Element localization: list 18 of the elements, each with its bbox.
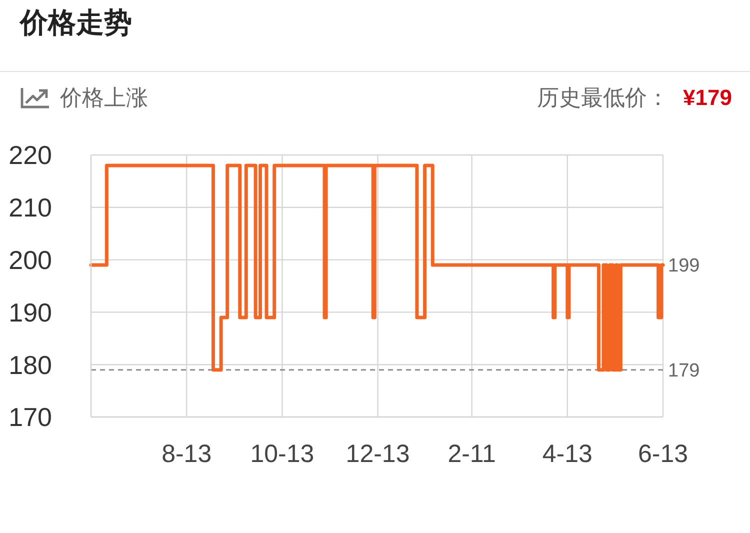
chart-subtitle: 价格上涨 [60, 84, 148, 112]
x-tick-label: 4-13 [542, 440, 592, 468]
y-tick-label: 210 [8, 192, 52, 223]
y-tick-label: 170 [8, 402, 52, 432]
x-tick-label: 6-13 [638, 440, 688, 468]
chart-title: 价格走势 [20, 6, 132, 40]
data-label: 199 [668, 256, 700, 277]
x-tick-label: 2-11 [448, 440, 496, 468]
y-tick-label: 190 [8, 297, 52, 328]
x-tick-label: 8-13 [162, 440, 212, 468]
y-tick-label: 200 [8, 245, 52, 276]
x-tick-label: 10-13 [250, 440, 314, 468]
ref-line-label: 179 [668, 360, 700, 382]
y-tick-label: 220 [8, 140, 52, 170]
text: ¥179 [683, 85, 732, 111]
text: 历史最低价： [537, 84, 670, 112]
y-tick-label: 180 [8, 350, 52, 380]
x-tick-label: 12-13 [346, 440, 410, 468]
